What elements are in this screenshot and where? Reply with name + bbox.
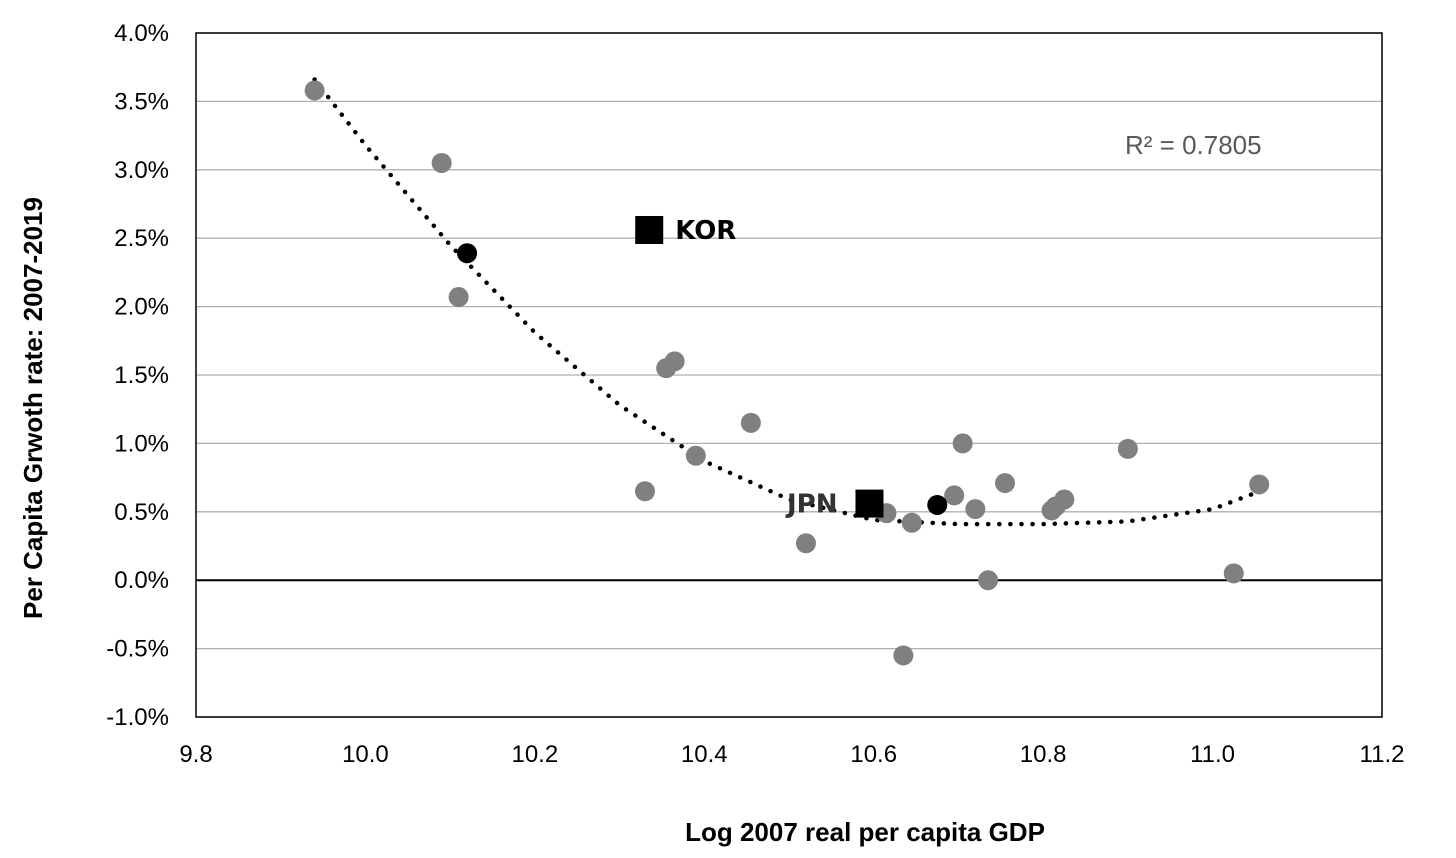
data-point: [1223, 563, 1244, 584]
data-point: [965, 499, 986, 520]
data-point: [304, 80, 325, 101]
y-axis-label: Per Capita Grwoth rate: 2007-2019: [18, 197, 48, 619]
data-point: [634, 481, 655, 502]
r-squared-annotation: R² = 0.7805: [1125, 130, 1262, 160]
x-tick-label: 10.4: [681, 741, 728, 768]
trendline: [312, 77, 1266, 527]
x-tick-label: 10.6: [850, 741, 897, 768]
y-tick-label: 1.0%: [114, 430, 169, 457]
x-tick-label: 10.0: [342, 741, 389, 768]
highlight-point: [927, 494, 948, 515]
x-tick-label: 11.0: [1190, 741, 1235, 768]
plot-frame: [195, 32, 1383, 718]
labeled-point-marker: [855, 489, 884, 518]
data-points: [304, 80, 1270, 666]
data-point: [901, 512, 922, 533]
data-point: [1054, 489, 1075, 510]
labeled-point-marker: [635, 215, 664, 244]
data-point: [664, 351, 685, 372]
x-tick-labels: 9.8 10.0 10.2 10.4 10.6 10.8 11.0 11.2: [179, 741, 1404, 768]
data-point: [448, 287, 469, 308]
y-tick-label: 2.0%: [114, 294, 169, 321]
x-axis-label: Log 2007 real per capita GDP: [685, 817, 1045, 847]
data-point: [995, 473, 1016, 494]
data-point: [685, 445, 706, 466]
data-point: [1117, 438, 1138, 459]
y-tick-label: 1.5%: [114, 362, 169, 389]
y-tick-label: -0.5%: [106, 636, 169, 663]
x-tick-label: 11.2: [1360, 741, 1405, 768]
data-point: [431, 152, 452, 173]
y-tick-label: 3.0%: [114, 157, 169, 184]
y-tick-labels: -1.0% -0.5% 0.0% 0.5% 1.0% 1.5% 2.0% 2.5% 3.0% 3.…: [106, 20, 169, 731]
x-tick-label: 9.8: [179, 741, 212, 768]
y-tick-label: 0.5%: [114, 499, 169, 526]
point-label: JPN: [785, 490, 838, 520]
data-point: [952, 433, 973, 454]
y-tick-label: 0.0%: [114, 567, 169, 594]
data-point: [944, 485, 965, 506]
y-tick-label: 3.5%: [114, 88, 169, 115]
highlight-point: [457, 243, 478, 264]
x-tick-label: 10.8: [1020, 741, 1067, 768]
data-point: [795, 533, 816, 554]
data-point: [893, 645, 914, 666]
y-tick-label: -1.0%: [106, 704, 169, 731]
data-point: [740, 412, 761, 433]
point-label: KOR: [675, 216, 736, 246]
y-tick-label: 4.0%: [114, 20, 169, 47]
data-point: [1249, 474, 1270, 495]
y-tick-label: 2.5%: [114, 225, 169, 252]
x-tick-label: 10.2: [511, 741, 558, 768]
data-point: [978, 570, 999, 591]
labeled-points: KOR JPN: [635, 215, 884, 520]
